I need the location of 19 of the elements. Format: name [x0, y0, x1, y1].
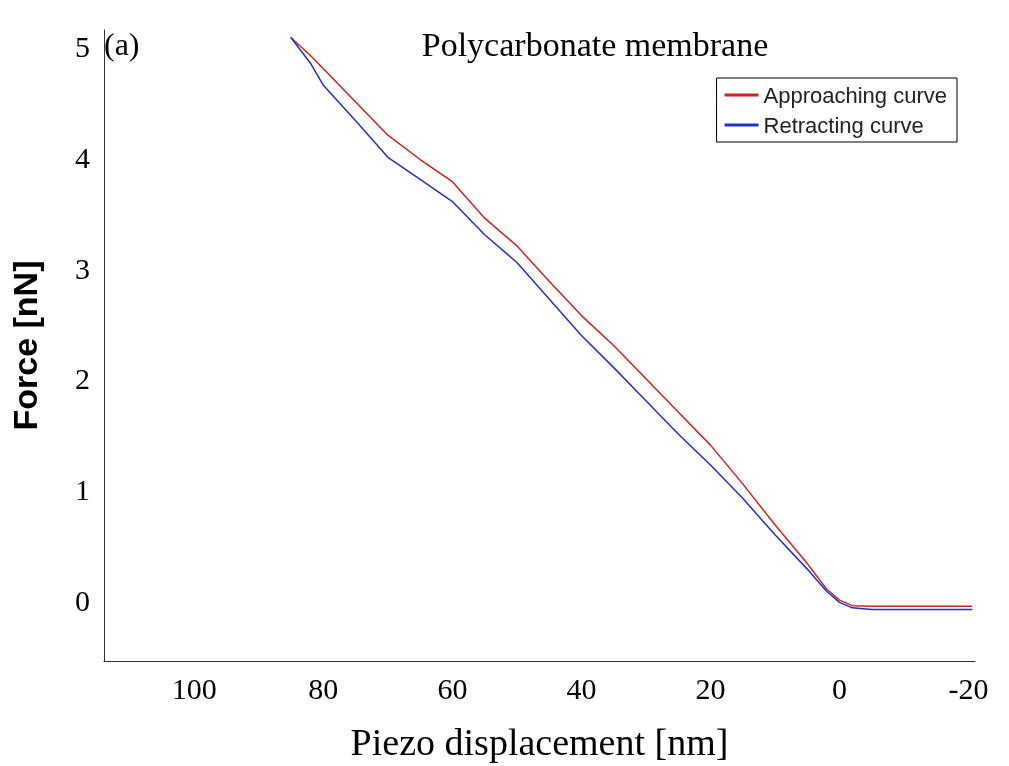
- x-axis-title: Piezo displacement [nm]: [350, 721, 729, 763]
- y-tick-label: 5: [75, 30, 90, 64]
- y-axis-title: Force [nN]: [6, 260, 44, 431]
- x-tick-label: 60: [437, 671, 468, 705]
- x-tick-label: 80: [308, 671, 339, 705]
- chart-title: Polycarbonate membrane: [421, 25, 769, 63]
- x-tick-label: 100: [171, 671, 217, 705]
- legend-label: Retracting curve: [763, 112, 924, 138]
- legend-label: Approaching curve: [763, 82, 948, 108]
- annotation: (a): [104, 26, 140, 62]
- x-tick-label: 0: [832, 671, 848, 705]
- y-tick-label: 2: [75, 362, 90, 396]
- y-tick-label: 0: [75, 583, 90, 617]
- x-tick-label: 20: [695, 671, 726, 705]
- y-tick-label: 4: [75, 140, 90, 174]
- y-tick-label: 1: [75, 472, 90, 506]
- x-tick-label: -20: [948, 671, 989, 705]
- y-tick-label: 3: [75, 251, 90, 285]
- x-tick-label: 40: [566, 671, 597, 705]
